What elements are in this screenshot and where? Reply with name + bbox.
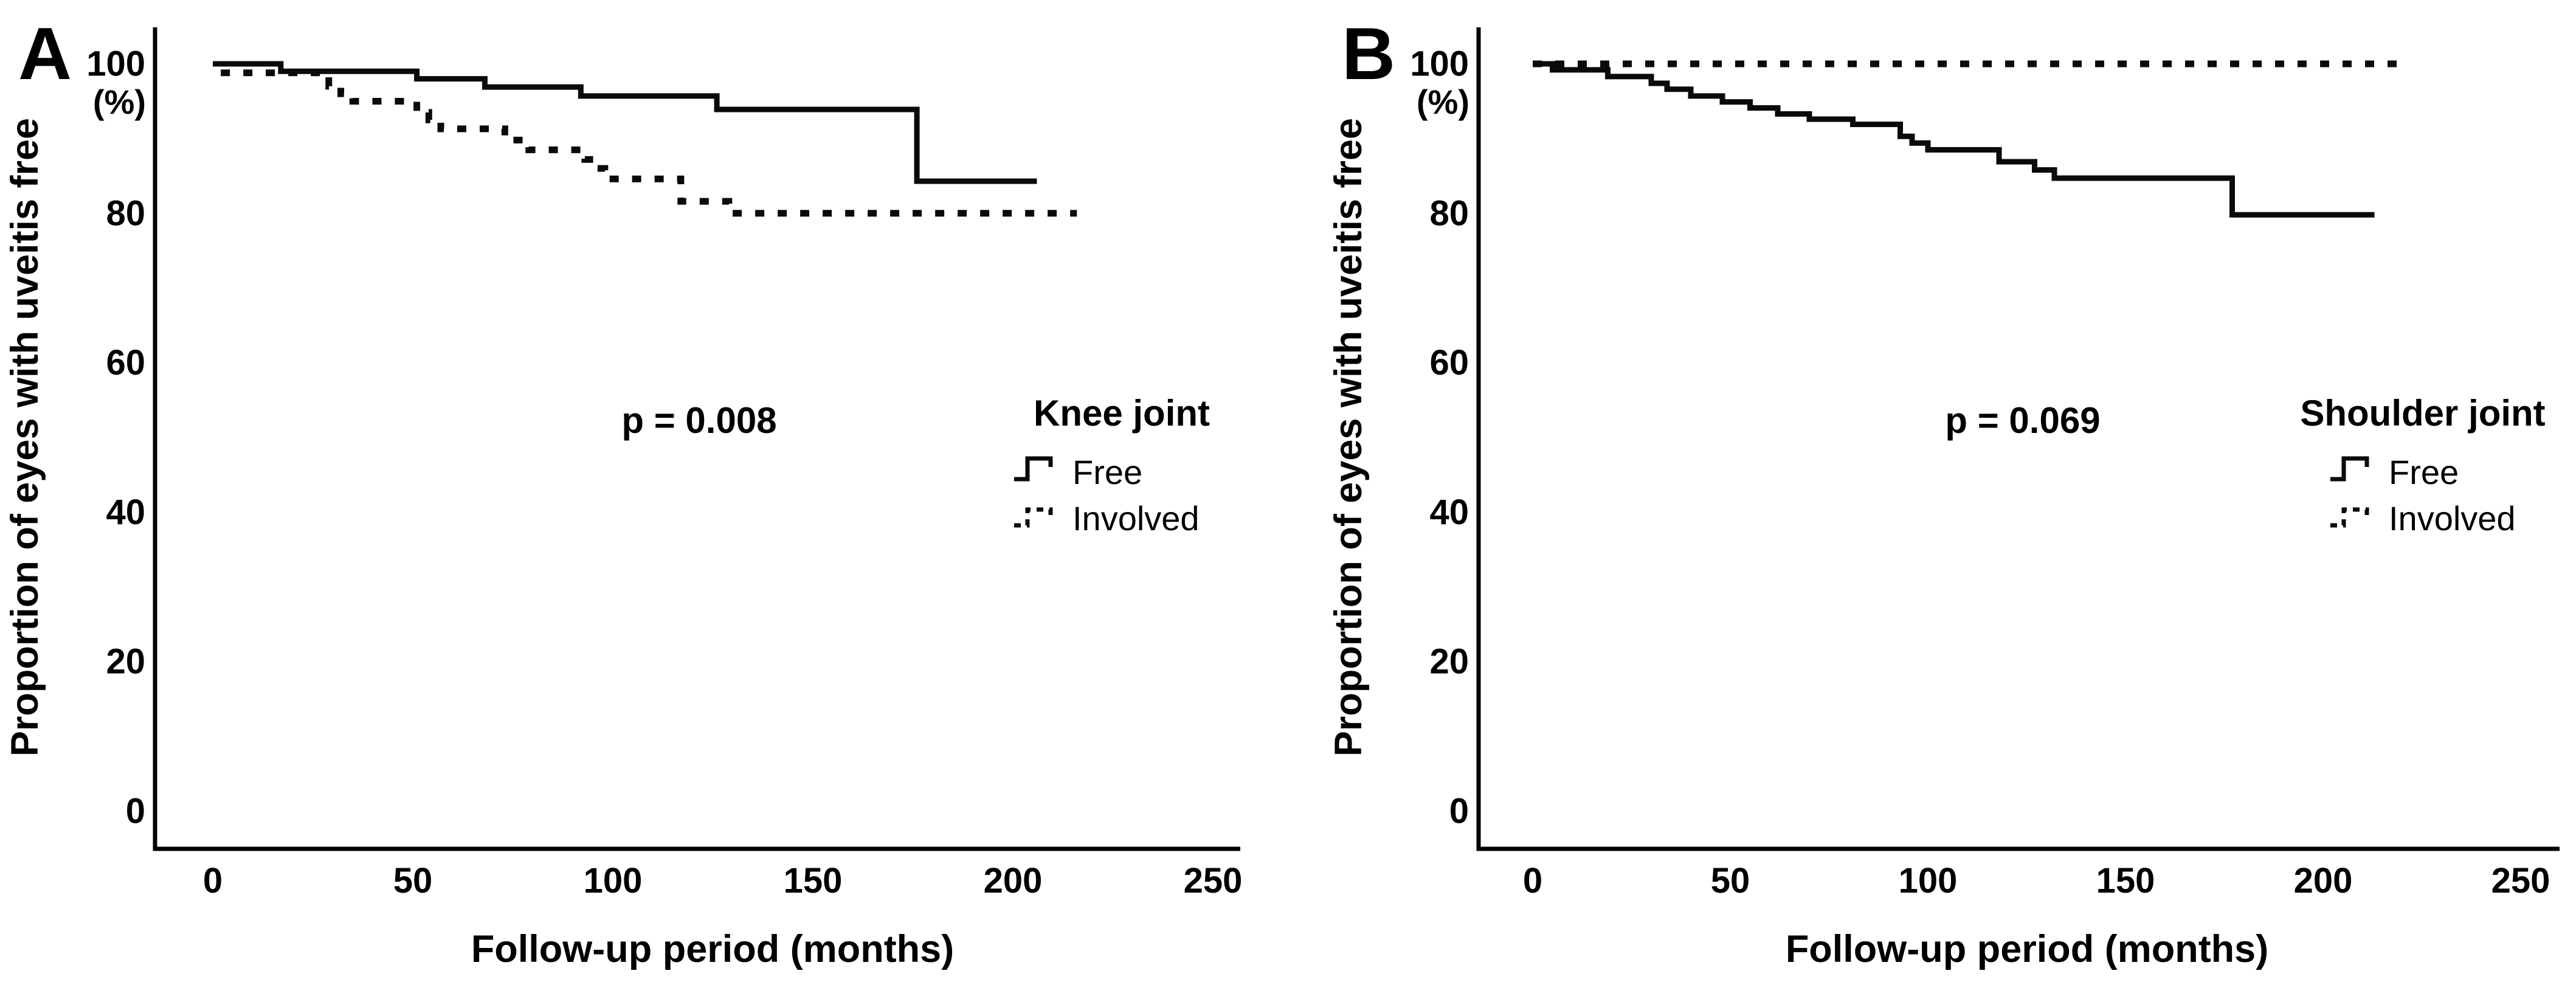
solid-step-line-icon	[2330, 456, 2369, 482]
panel-b-legend-item-free: Free	[2389, 453, 2459, 491]
x-tick-label: 100	[1899, 861, 1958, 901]
y-tick-label: 60	[106, 343, 145, 382]
panel-a-label: A	[18, 12, 72, 95]
y-tick-label: 20	[106, 642, 145, 682]
panel-b-legend-item-involved: Involved	[2389, 499, 2516, 538]
y-tick-labels: 100 80 60 40 20 0	[1410, 44, 1469, 831]
panel-a-legend-item-involved: Involved	[1072, 499, 1200, 538]
panel-b-y-axis-unit: (%)	[1417, 83, 1469, 121]
axes	[1476, 27, 2560, 851]
series-involved-curve	[221, 69, 1077, 217]
x-tick-label: 50	[393, 861, 433, 901]
panel-a-y-axis-unit: (%)	[93, 83, 146, 121]
panel-b: B Proportion of eyes with uveitis free (…	[1327, 12, 2560, 970]
panel-b-y-axis-title: Proportion of eyes with uveitis free	[1327, 118, 1370, 756]
dashed-step-line-icon	[2330, 507, 2369, 528]
y-tick-label: 80	[1429, 193, 1469, 233]
x-tick-label: 150	[2096, 861, 2155, 901]
y-tick-label: 100	[1410, 44, 1469, 84]
x-tick-labels: 0 50 100 150 200 250	[1523, 861, 2550, 901]
panel-a-legend-item-free: Free	[1072, 453, 1142, 491]
solid-step-line-icon	[1014, 456, 1053, 482]
x-tick-label: 250	[1184, 861, 1243, 901]
panel-b-legend-title: Shoulder joint	[2300, 393, 2545, 434]
panel-a-p-value: p = 0.008	[621, 400, 776, 441]
y-tick-label: 20	[1429, 642, 1469, 682]
y-tick-labels: 100 80 60 40 20 0	[86, 44, 145, 831]
x-tick-label: 50	[1711, 861, 1750, 901]
panel-a-x-axis-title: Follow-up period (months)	[471, 928, 954, 970]
x-tick-label: 250	[2491, 861, 2550, 901]
y-tick-label: 100	[86, 44, 145, 84]
y-tick-label: 40	[106, 493, 145, 532]
panel-b-label: B	[1342, 12, 1395, 95]
x-tick-label: 200	[984, 861, 1043, 901]
panel-b-p-value: p = 0.069	[1945, 400, 2100, 441]
panel-a-legend: Knee joint Free Involved	[1014, 393, 1210, 538]
y-tick-label: 0	[126, 792, 145, 831]
panel-b-x-axis-title: Follow-up period (months)	[1786, 928, 2268, 970]
x-tick-label: 100	[584, 861, 643, 901]
x-tick-label: 0	[1523, 861, 1542, 901]
axes	[153, 27, 1240, 851]
y-tick-label: 80	[106, 193, 145, 233]
panel-b-legend: Shoulder joint Free Involved	[2300, 393, 2545, 538]
series-free-curve	[213, 61, 1037, 184]
x-tick-label: 150	[784, 861, 843, 901]
panel-a: A Proportion of eyes with uveitis free (…	[4, 12, 1242, 970]
x-tick-labels: 0 50 100 150 200 250	[203, 861, 1243, 901]
x-tick-label: 0	[203, 861, 223, 901]
x-tick-label: 200	[2294, 861, 2353, 901]
y-tick-label: 60	[1429, 343, 1469, 382]
y-tick-label: 40	[1429, 493, 1469, 532]
panel-a-y-axis-title: Proportion of eyes with uveitis free	[4, 118, 46, 756]
series-free-curve	[1536, 61, 2375, 218]
y-tick-label: 0	[1449, 792, 1469, 831]
dashed-step-line-icon	[1014, 507, 1053, 528]
panel-a-legend-title: Knee joint	[1034, 393, 1210, 434]
